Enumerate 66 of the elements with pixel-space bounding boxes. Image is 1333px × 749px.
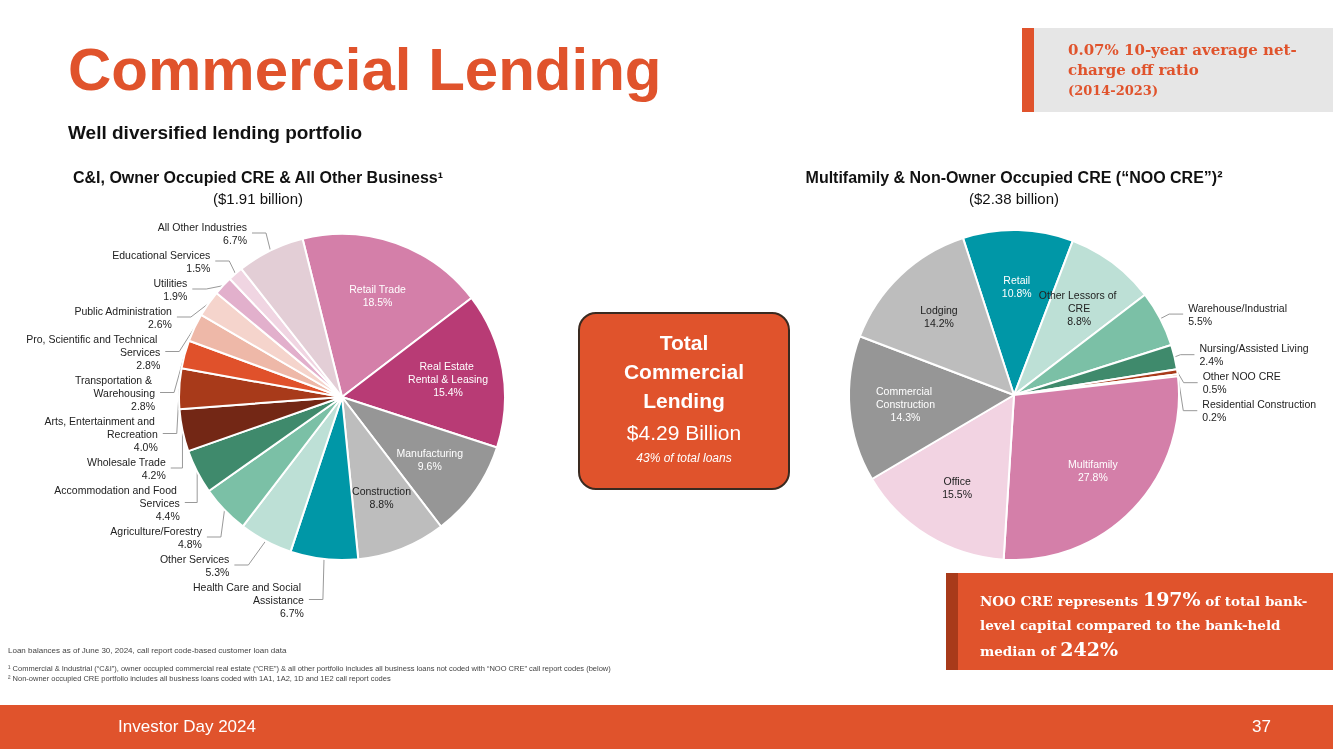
data-label: 8.8%	[1067, 314, 1092, 327]
slice-label: All Other Industries	[157, 220, 247, 233]
data-label: 18.5%	[362, 295, 393, 308]
data-label: 2.4%	[1199, 355, 1224, 368]
data-label: 4.4%	[155, 509, 180, 522]
text: 37	[1252, 717, 1271, 737]
data-label: 9.6%	[417, 459, 442, 472]
slice-label: Utilities	[153, 276, 188, 289]
slice-label: Multifamily	[1068, 457, 1119, 470]
data-label: 5.3%	[205, 565, 230, 578]
data-label: 14.3%	[890, 411, 921, 424]
data-label: 4.8%	[177, 537, 202, 550]
data-label: 2.8%	[131, 399, 156, 412]
slice-label: Accommodation and Food Services	[54, 483, 180, 509]
slice-label: Nursing/Assisted Living	[1199, 342, 1309, 355]
text: (2014-2023)	[1068, 83, 1159, 98]
data-label: 15.5%	[942, 488, 972, 501]
text: Commercial Lending	[68, 36, 662, 103]
data-label: 6.7%	[223, 233, 247, 246]
data-label: 5.5%	[1188, 314, 1213, 327]
slice-label: Wholesale Trade	[86, 455, 166, 468]
slice-label: Office	[943, 475, 971, 488]
slice-label: Educational Services	[112, 248, 211, 261]
data-label: 1.5%	[186, 261, 211, 274]
data-label: 1.9%	[163, 289, 188, 302]
text: Investor Day 2024	[118, 717, 256, 737]
text: $4.29 Billion	[625, 421, 743, 445]
slice-label: Agriculture/Forestry	[110, 524, 203, 537]
data-label: 4.0%	[133, 440, 158, 453]
data-label: 2.6%	[147, 317, 172, 330]
text: 43% of total loans	[635, 451, 733, 465]
chart-title: Multifamily & Non-Owner Occupied CRE (“NOO CRE”)²	[805, 168, 1223, 186]
data-label: 14.2%	[924, 316, 954, 329]
data-label: 4.2%	[141, 468, 166, 481]
text: NOO CRE represents 197% of total bank-level capital compared to the bank-held median of 242%	[980, 587, 1309, 662]
chart-title: C&I, Owner Occupied CRE & All Other Business¹	[72, 168, 444, 186]
slice-label: Lodging	[920, 303, 958, 316]
slice-label: Arts, Entertainment and Recreation	[44, 414, 158, 440]
slice-label: Real Estate Rental & Leasing	[408, 359, 489, 385]
slice-label: Residential Construction	[1202, 398, 1317, 411]
slice-label: Retail Trade	[349, 282, 407, 295]
text: 0.07% 10-year average net-charge off ratio	[1068, 41, 1297, 79]
slice-label: Transportation & Warehousing	[74, 373, 156, 399]
slice-label: Retail	[1003, 273, 1031, 286]
slice-label: Public Administration	[74, 304, 173, 317]
data-label: 0.2%	[1202, 411, 1227, 424]
text: Loan balances as of June 30, 2024, call report code-based customer loan data	[8, 646, 287, 655]
slice-label: Other Services	[159, 552, 230, 565]
data-label: 2.8%	[136, 358, 161, 371]
chart-subtitle: ($2.38 billion)	[968, 190, 1060, 207]
data-label: 6.7%	[279, 606, 304, 619]
text: Total Commercial Lending	[622, 330, 746, 414]
data-label: 27.8%	[1078, 470, 1108, 483]
data-label: 10.8%	[1001, 286, 1032, 299]
slice-label: Commercial Construction	[876, 385, 936, 411]
data-label: 15.4%	[433, 385, 463, 398]
slice-label: Warehouse/Industrial	[1188, 301, 1287, 314]
chart-subtitle: ($1.91 billion)	[212, 190, 304, 207]
text: Well diversified lending portfolio	[68, 122, 363, 144]
slice-label: Health Care and Social Assistance	[192, 580, 305, 606]
slice-label: Manufacturing	[396, 446, 464, 459]
data-label: 8.8%	[369, 497, 394, 510]
slice-label: Construction	[352, 484, 412, 497]
slice-label: Pro, Scientific and Technical Services	[26, 332, 161, 358]
slice-label: Other NOO CRE	[1202, 370, 1281, 383]
data-label: 0.5%	[1202, 383, 1227, 396]
